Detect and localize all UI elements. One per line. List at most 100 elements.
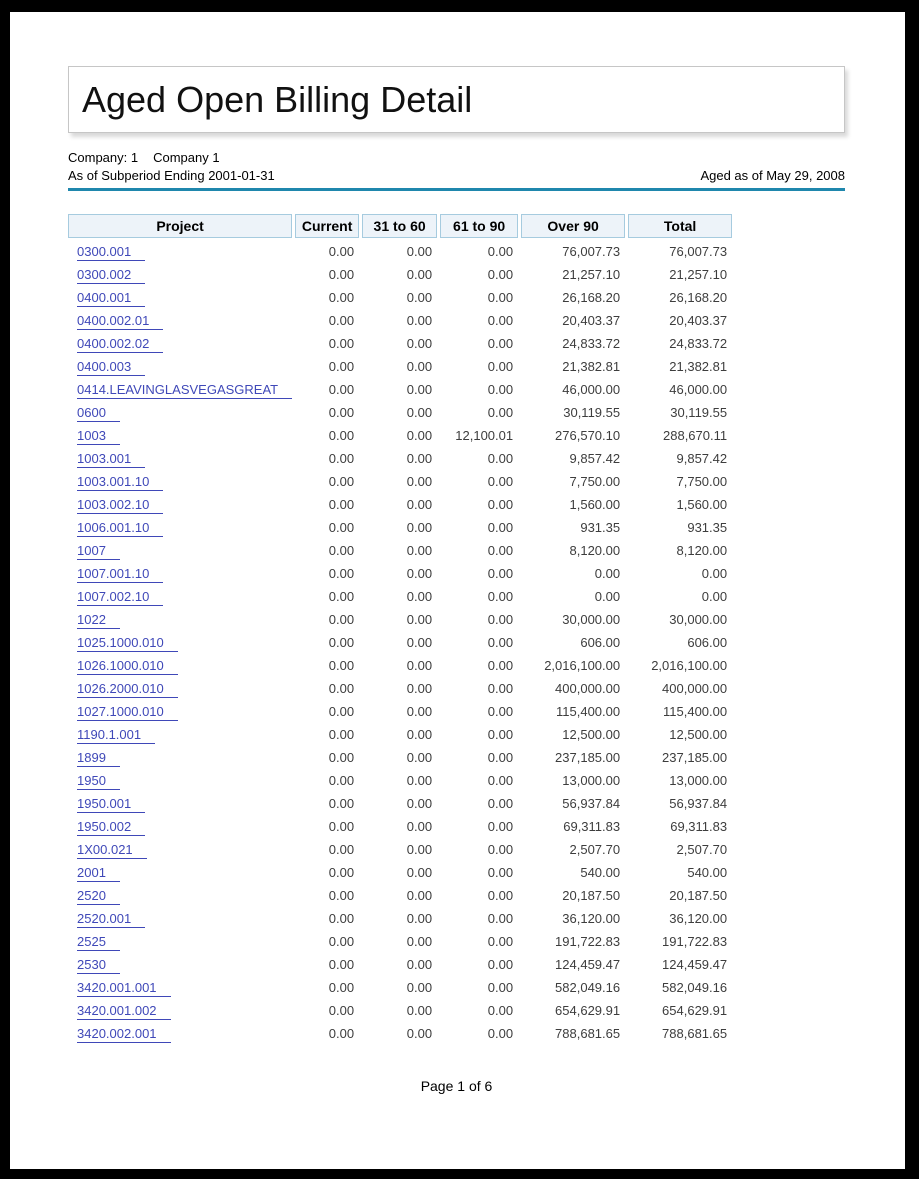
project-link[interactable]: 1003 xyxy=(77,428,120,445)
project-cell: 1007 xyxy=(68,539,292,562)
31-60-amount-cell: 0.00 xyxy=(406,497,433,512)
project-link[interactable]: 1026.1000.010 xyxy=(77,658,178,675)
61-90-amount-cell: 12,100.01 xyxy=(455,428,514,443)
61-90-amount-cell: 0.00 xyxy=(487,520,514,535)
project-link[interactable]: 1022 xyxy=(77,612,120,629)
current-amount-cell: 0.00 xyxy=(328,819,355,834)
table-row: 1025.1000.010 0.00 0.00 0.00 606.00 606.… xyxy=(68,631,732,654)
over-90-amount-cell: 237,185.00 xyxy=(555,750,621,765)
total-amount-cell: 21,257.10 xyxy=(669,267,728,282)
project-link[interactable]: 1003.001 xyxy=(77,451,146,468)
61-90-amount-cell: 0.00 xyxy=(487,497,514,512)
current-amount-cell: 0.00 xyxy=(328,612,355,627)
current-amount-cell: 0.00 xyxy=(328,1003,355,1018)
current-amount-cell: 0.00 xyxy=(328,681,355,696)
current-amount-cell: 0.00 xyxy=(328,451,355,466)
over-90-amount-cell: 12,500.00 xyxy=(562,727,621,742)
project-cell: 3420.001.002 xyxy=(68,999,292,1022)
project-link[interactable]: 1899 xyxy=(77,750,120,767)
current-amount-cell: 0.00 xyxy=(328,773,355,788)
project-link[interactable]: 1007.001.10 xyxy=(77,566,164,583)
project-link[interactable]: 1950 xyxy=(77,773,120,790)
report-meta: Company: 1 Company 1 As of Subperiod Endi… xyxy=(68,149,845,185)
31-60-amount-cell: 0.00 xyxy=(406,313,433,328)
project-link[interactable]: 2525 xyxy=(77,934,120,951)
table-row: 3420.002.001 0.00 0.00 0.00 788,681.65 7… xyxy=(68,1022,732,1045)
project-link[interactable]: 1190.1.001 xyxy=(77,727,156,744)
project-cell: 1003.001.10 xyxy=(68,470,292,493)
project-link[interactable]: 0600 xyxy=(77,405,120,422)
project-link[interactable]: 3420.001.001 xyxy=(77,980,171,997)
project-link[interactable]: 0400.001 xyxy=(77,290,146,307)
61-90-amount-cell: 0.00 xyxy=(487,911,514,926)
project-link[interactable]: 0300.001 xyxy=(77,244,146,261)
project-link[interactable]: 2520 xyxy=(77,888,120,905)
31-60-amount-cell: 0.00 xyxy=(406,589,433,604)
61-90-amount-cell: 0.00 xyxy=(487,819,514,834)
total-amount-cell: 124,459.47 xyxy=(662,957,728,972)
project-link[interactable]: 1025.1000.010 xyxy=(77,635,178,652)
project-cell: 1950.001 xyxy=(68,792,292,815)
over-90-amount-cell: 400,000.00 xyxy=(555,681,621,696)
current-amount-cell: 0.00 xyxy=(328,704,355,719)
project-link[interactable]: 1003.002.10 xyxy=(77,497,164,514)
project-link[interactable]: 1026.2000.010 xyxy=(77,681,178,698)
current-amount-cell: 0.00 xyxy=(328,980,355,995)
table-row: 1007 0.00 0.00 0.00 8,120.00 8,120.00 xyxy=(68,539,732,562)
project-link[interactable]: 2520.001 xyxy=(77,911,146,928)
31-60-amount-cell: 0.00 xyxy=(406,635,433,650)
current-amount-cell: 0.00 xyxy=(328,244,355,259)
project-link[interactable]: 1007.002.10 xyxy=(77,589,164,606)
project-cell: 1026.2000.010 xyxy=(68,677,292,700)
61-90-amount-cell: 0.00 xyxy=(487,658,514,673)
project-link[interactable]: 2001 xyxy=(77,865,120,882)
31-60-amount-cell: 0.00 xyxy=(406,428,433,443)
61-90-amount-cell: 0.00 xyxy=(487,612,514,627)
company-name: Company 1 xyxy=(153,150,220,165)
project-link[interactable]: 3420.001.002 xyxy=(77,1003,171,1020)
61-90-amount-cell: 0.00 xyxy=(487,704,514,719)
current-amount-cell: 0.00 xyxy=(328,842,355,857)
31-60-amount-cell: 0.00 xyxy=(406,290,433,305)
project-link[interactable]: 1X00.021 xyxy=(77,842,147,859)
current-amount-cell: 0.00 xyxy=(328,382,355,397)
project-link[interactable]: 1950.002 xyxy=(77,819,146,836)
31-60-amount-cell: 0.00 xyxy=(406,750,433,765)
project-cell: 1X00.021 xyxy=(68,838,292,861)
table-row: 1026.1000.010 0.00 0.00 0.00 2,016,100.0… xyxy=(68,654,732,677)
over-90-amount-cell: 76,007.73 xyxy=(562,244,621,259)
over-90-amount-cell: 9,857.42 xyxy=(569,451,621,466)
current-amount-cell: 0.00 xyxy=(328,566,355,581)
table-row: 0300.001 0.00 0.00 0.00 76,007.73 76,007… xyxy=(68,238,732,263)
over-90-amount-cell: 21,382.81 xyxy=(562,359,621,374)
31-60-amount-cell: 0.00 xyxy=(406,773,433,788)
project-link[interactable]: 0400.002.02 xyxy=(77,336,164,353)
project-link[interactable]: 0400.003 xyxy=(77,359,146,376)
over-90-amount-cell: 788,681.65 xyxy=(555,1026,621,1041)
current-amount-cell: 0.00 xyxy=(328,405,355,420)
31-60-amount-cell: 0.00 xyxy=(406,957,433,972)
project-link[interactable]: 0400.002.01 xyxy=(77,313,164,330)
project-cell: 1007.002.10 xyxy=(68,585,292,608)
billing-table-header: Project Current 31 to 60 61 to 90 Over 9… xyxy=(68,214,733,238)
current-amount-cell: 0.00 xyxy=(328,543,355,558)
61-90-amount-cell: 0.00 xyxy=(487,451,514,466)
31-60-amount-cell: 0.00 xyxy=(406,451,433,466)
project-link[interactable]: 1006.001.10 xyxy=(77,520,164,537)
project-link[interactable]: 1007 xyxy=(77,543,120,560)
total-amount-cell: 8,120.00 xyxy=(676,543,728,558)
project-link[interactable]: 0414.LEAVINGLASVEGASGREAT xyxy=(77,382,293,399)
project-cell: 0400.001 xyxy=(68,286,292,309)
project-cell: 2525 xyxy=(68,930,292,953)
table-row: 1950.001 0.00 0.00 0.00 56,937.84 56,937… xyxy=(68,792,732,815)
total-amount-cell: 24,833.72 xyxy=(669,336,728,351)
61-90-amount-cell: 0.00 xyxy=(487,727,514,742)
report-content: Aged Open Billing Detail Company: 1 Compa… xyxy=(10,12,905,1094)
project-link[interactable]: 0300.002 xyxy=(77,267,146,284)
project-link[interactable]: 3420.002.001 xyxy=(77,1026,171,1043)
project-link[interactable]: 1950.001 xyxy=(77,796,146,813)
project-link[interactable]: 2530 xyxy=(77,957,120,974)
project-link[interactable]: 1003.001.10 xyxy=(77,474,164,491)
over-90-amount-cell: 606.00 xyxy=(580,635,621,650)
project-link[interactable]: 1027.1000.010 xyxy=(77,704,178,721)
